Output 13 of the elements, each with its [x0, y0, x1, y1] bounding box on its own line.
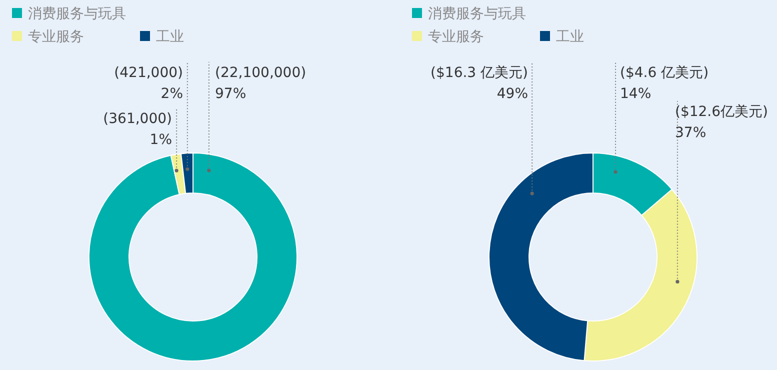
data-label: ($4.6 亿美元) 14%	[620, 65, 709, 102]
legend-label: 消费服务与玩具	[428, 6, 526, 22]
data-label: ($16.3 亿美元) 49%	[430, 65, 528, 102]
donut-slice	[88, 152, 298, 362]
data-label: ($12.6亿美元) 37%	[675, 104, 768, 141]
data-label: (22,100,000) 97%	[215, 65, 306, 102]
legend-label: 工业	[556, 29, 584, 45]
data-label: (361,000) 1%	[103, 111, 172, 148]
data-label: (421,000) 2%	[114, 65, 183, 102]
legend-label: 专业服务	[428, 29, 484, 45]
legend-label: 消费服务与玩具	[28, 6, 126, 22]
legend-label: 工业	[156, 29, 184, 45]
legend-label: 专业服务	[28, 29, 84, 45]
